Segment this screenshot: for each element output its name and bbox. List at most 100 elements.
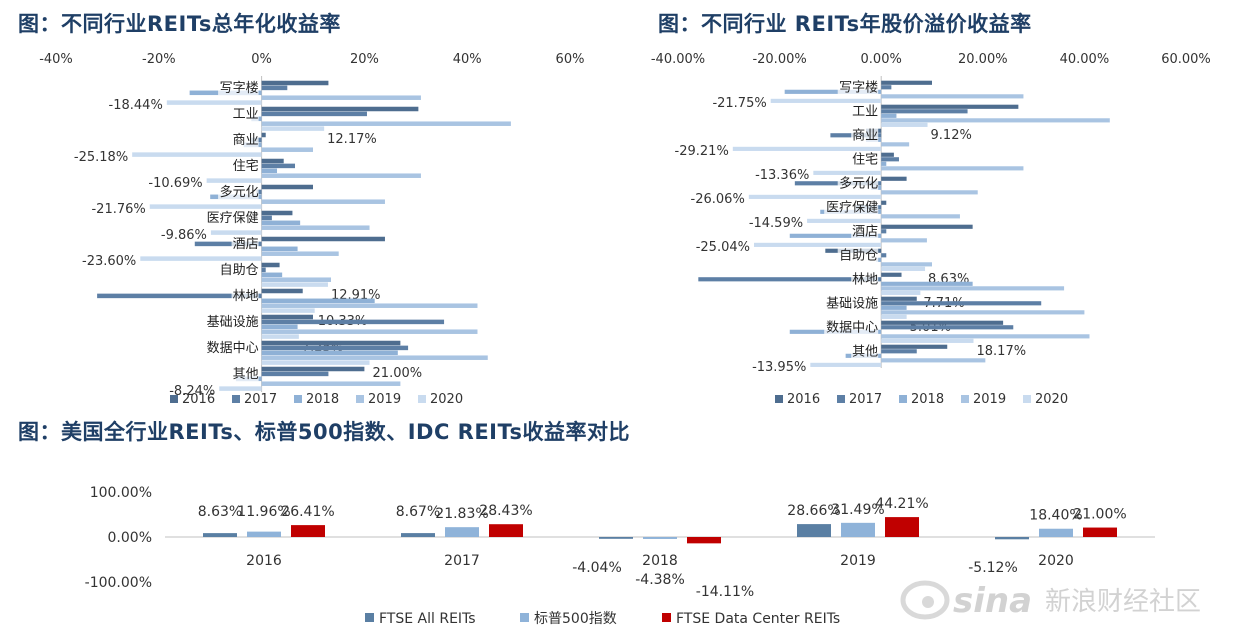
bar-2020-4	[149, 204, 262, 209]
legend-label-2020: 2020	[430, 392, 463, 407]
bar-2016-3	[261, 158, 284, 164]
bar-2020-8	[881, 290, 921, 295]
bar-2020-0	[166, 100, 262, 105]
bar-标普500指数-2017	[445, 527, 479, 537]
bar-标普500指数-2020	[1039, 528, 1073, 537]
bar-2020-8	[261, 308, 315, 313]
data-label: -9.86%	[161, 228, 207, 243]
bar-2016-6	[261, 236, 385, 242]
bar-FTSE Data Center REITs-2017	[489, 524, 523, 537]
category-label-bg	[231, 132, 259, 148]
category-label-4: 多元化	[839, 176, 878, 192]
legend-swatch-2018	[294, 395, 302, 403]
category-label-bg	[218, 262, 259, 278]
data-label: 11.96%	[237, 504, 290, 520]
legend-label-2018: 2018	[911, 392, 944, 407]
x-tick-label: -20.00%	[752, 52, 806, 67]
x-tick-label: 20.00%	[958, 52, 1008, 67]
category-label-bg	[204, 210, 259, 226]
bar-2020-9	[881, 314, 907, 319]
category-label-6: 酒店	[233, 237, 259, 252]
bar-2020-7	[261, 282, 328, 287]
bar-2017-8	[698, 277, 882, 282]
bar-FTSE All REITs-2016	[203, 533, 237, 537]
bar-2019-11	[261, 381, 401, 386]
data-label: 18.40%	[1029, 508, 1082, 524]
legend-label-2: FTSE Data Center REITs	[676, 611, 840, 627]
data-label: 21.00%	[1073, 507, 1126, 523]
category-label-2017: 2017	[444, 553, 480, 569]
category-label-bg	[218, 80, 259, 96]
bar-2016-0	[261, 80, 329, 86]
bar-2018-3	[881, 161, 887, 166]
bar-2019-0	[261, 95, 421, 100]
bar-标普500指数-2019	[841, 522, 875, 537]
chart3-title: 图：美国全行业REITs、标普500指数、IDC REITs收益率对比	[18, 420, 631, 444]
bar-2020-0	[770, 98, 882, 103]
legend-label-2017: 2017	[849, 392, 882, 407]
data-label: -18.44%	[109, 98, 163, 113]
x-tick-label: -40.00%	[651, 52, 705, 67]
bar-FTSE Data Center REITs-2019	[885, 517, 919, 537]
category-label-7: 自助仓	[839, 249, 878, 264]
category-label-bg	[231, 158, 259, 174]
category-label-3: 住宅	[852, 153, 878, 168]
bar-2016-6	[881, 224, 973, 229]
category-label-10: 数据中心	[207, 341, 259, 356]
legend-swatch-2016	[170, 395, 178, 403]
x-tick-label: -20%	[142, 52, 176, 67]
bar-2020-7	[881, 266, 926, 271]
category-label-9: 基础设施	[826, 297, 878, 312]
x-tick-label: 40%	[453, 52, 482, 67]
bar-FTSE All REITs-2020	[995, 537, 1029, 540]
data-label: -21.76%	[91, 202, 145, 217]
y-tick-label: 0.00%	[108, 530, 152, 546]
category-label-3: 住宅	[233, 159, 259, 174]
bar-2018-8	[261, 298, 375, 304]
legend-label-2016: 2016	[182, 392, 215, 407]
legend-label-2019: 2019	[368, 392, 401, 407]
category-label-0: 写字楼	[839, 81, 878, 96]
bar-2019-2	[261, 147, 313, 152]
bar-2017-5	[261, 215, 272, 221]
category-label-7: 自助仓	[220, 263, 259, 278]
data-label: 12.17%	[327, 132, 377, 147]
bar-2016-4	[261, 184, 313, 190]
data-label: -4.38%	[635, 572, 685, 588]
bar-2019-4	[881, 190, 978, 195]
bar-2019-4	[261, 199, 385, 204]
category-label-11: 其他	[852, 345, 878, 360]
y-tick-label: 100.00%	[90, 485, 152, 501]
bar-2020-3	[206, 178, 262, 183]
data-label: -10.69%	[148, 176, 202, 191]
bar-2019-11	[881, 358, 986, 363]
bar-2020-10	[881, 338, 974, 343]
bar-2016-9	[261, 314, 313, 320]
bar-2018-10	[261, 350, 398, 356]
bar-2018-0	[784, 89, 882, 94]
category-label-bg	[231, 106, 259, 122]
legend-swatch-2017	[837, 395, 845, 403]
bar-2019-3	[261, 173, 421, 178]
bar-2020-10	[261, 360, 370, 365]
chart2-title: 图：不同行业 REITs年股价溢价收益率	[658, 12, 1032, 36]
category-label-bg	[851, 151, 879, 167]
data-label: -4.04%	[572, 560, 622, 576]
category-label-bg	[824, 319, 879, 335]
category-label-1: 工业	[233, 107, 259, 122]
category-label-bg	[218, 184, 259, 200]
legend-swatch-2	[662, 613, 671, 622]
bar-2018-7	[261, 272, 283, 278]
bar-2020-9	[261, 334, 299, 339]
bar-2017-1	[881, 109, 968, 114]
category-label-bg	[231, 236, 259, 252]
data-label: -14.11%	[696, 584, 754, 600]
category-label-0: 写字楼	[220, 81, 259, 96]
category-label-bg	[824, 199, 879, 215]
category-label-bg	[837, 79, 879, 95]
bar-2018-1	[881, 113, 897, 118]
data-label: 21.00%	[373, 366, 423, 381]
bar-2020-1	[881, 122, 928, 127]
bar-2019-5	[261, 225, 370, 230]
bar-2016-7	[261, 262, 280, 268]
